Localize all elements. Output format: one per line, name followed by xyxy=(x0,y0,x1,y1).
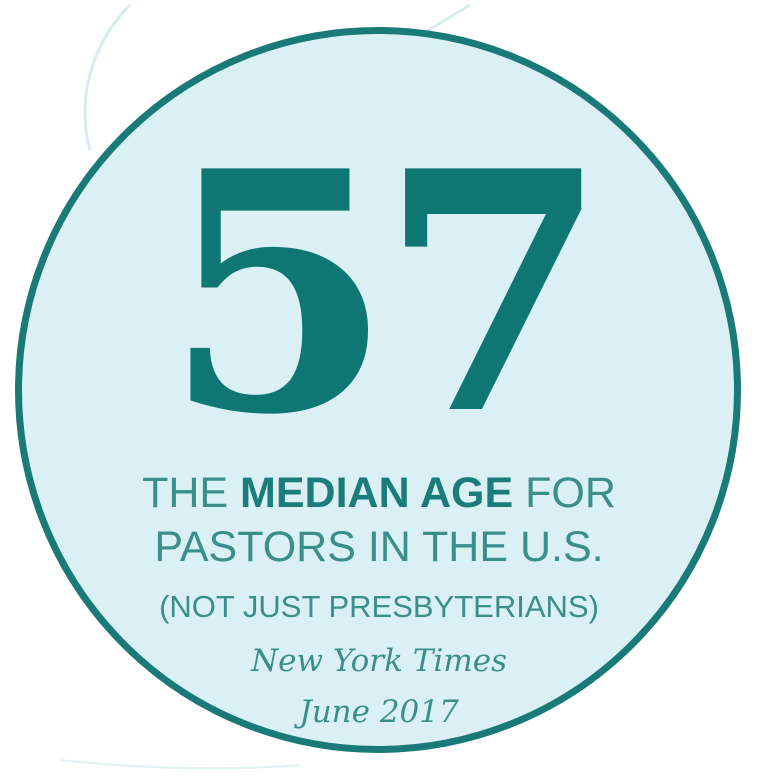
stat-number: 57 xyxy=(163,99,608,487)
decorative-arc-bottom xyxy=(59,759,301,770)
stat-badge-circle xyxy=(15,27,741,753)
caption-prefix: THE xyxy=(142,469,241,517)
caption-line-2: PASTORS IN THE U.S. xyxy=(154,523,604,571)
caption-emphasis: MEDIAN AGE xyxy=(240,469,514,517)
caption-line-3: (NOT JUST PRESBYTERIANS) xyxy=(159,589,599,624)
caption-line-1: THE MEDIAN AGE FOR xyxy=(0,468,758,518)
source-date: June 2017 xyxy=(299,694,459,730)
decorative-arc-left xyxy=(83,3,132,151)
source-name: New York Times xyxy=(251,643,507,679)
caption-suffix: FOR xyxy=(513,469,616,517)
